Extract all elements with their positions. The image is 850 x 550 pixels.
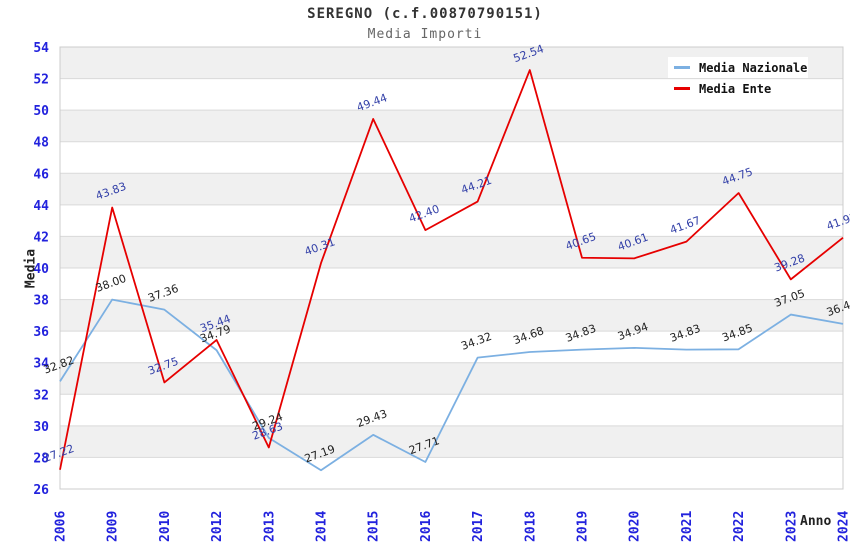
x-tick-label: 2006: [54, 511, 69, 542]
y-tick-label: 36: [33, 325, 49, 340]
x-tick-label: 2017: [471, 511, 486, 542]
plot-border: [59, 46, 844, 490]
y-tick-label: 54: [33, 41, 49, 56]
plot-band: [60, 110, 843, 142]
x-tick-label: 2024: [837, 511, 850, 542]
x-tick-label: 2009: [106, 511, 121, 542]
x-tick-label: 2010: [158, 511, 173, 542]
chart-title: SEREGNO (c.f.00870790151): [307, 6, 543, 22]
y-tick-label: 52: [33, 73, 49, 88]
x-tick-label: 2012: [210, 511, 225, 542]
plot-band: [60, 78, 843, 111]
series-line-media-ente: [59, 69, 844, 470]
x-tick-label: 2013: [262, 511, 277, 542]
plot-band: [60, 173, 843, 205]
y-tick-label: 46: [33, 167, 49, 182]
y-tick-label: 26: [33, 483, 49, 498]
x-tick-label: 2020: [628, 511, 643, 542]
plot-band: [60, 457, 843, 489]
y-tick-label: 38: [33, 294, 49, 309]
y-tick-label: 34: [33, 357, 49, 372]
x-tick-label: 2015: [367, 511, 382, 542]
legend-label: Media Ente: [699, 81, 772, 96]
plot-band: [60, 331, 843, 363]
y-tick-label: 40: [33, 262, 49, 277]
plot-band: [60, 204, 843, 237]
x-tick-label: 2014: [315, 511, 330, 542]
legend-item-media-nazionale: Media Nazionale: [668, 57, 808, 78]
plot-band: [60, 299, 843, 332]
x-tick-label: 2021: [680, 511, 695, 542]
plot-band: [60, 236, 843, 268]
y-tick-label: 44: [33, 199, 49, 214]
x-tick-label: 2019: [576, 511, 591, 542]
plot-band: [60, 362, 843, 395]
y-tick-label: 50: [33, 104, 49, 119]
y-tick-label: 28: [33, 451, 49, 466]
y-tick-label: 48: [33, 136, 49, 151]
plot-band: [60, 141, 843, 174]
x-axis-title: Anno: [800, 514, 832, 529]
x-tick-label: 2016: [419, 511, 434, 542]
chart-subtitle: Media Importi: [367, 27, 483, 42]
y-tick-label: 42: [33, 230, 49, 245]
legend-item-media-ente: Media Ente: [668, 78, 808, 99]
series-line-media-nazionale: [59, 298, 844, 472]
y-tick-label: 30: [33, 420, 49, 435]
legend-label: Media Nazionale: [699, 60, 808, 75]
x-tick-label: 2022: [732, 511, 747, 542]
y-tick-label: 32: [33, 388, 49, 403]
y-axis-title: Media: [23, 248, 39, 289]
x-tick-label: 2018: [523, 511, 538, 542]
plot-band: [60, 425, 843, 458]
x-tick-label: 2023: [784, 511, 799, 542]
legend-swatch-media-nazionale: [674, 66, 690, 69]
legend-swatch-media-ente: [674, 87, 690, 90]
plot-band: [60, 268, 843, 300]
legend: Media Nazionale Media Ente: [668, 57, 808, 99]
